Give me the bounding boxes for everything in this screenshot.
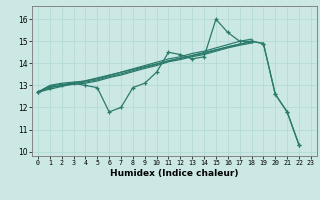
X-axis label: Humidex (Indice chaleur): Humidex (Indice chaleur) bbox=[110, 169, 239, 178]
